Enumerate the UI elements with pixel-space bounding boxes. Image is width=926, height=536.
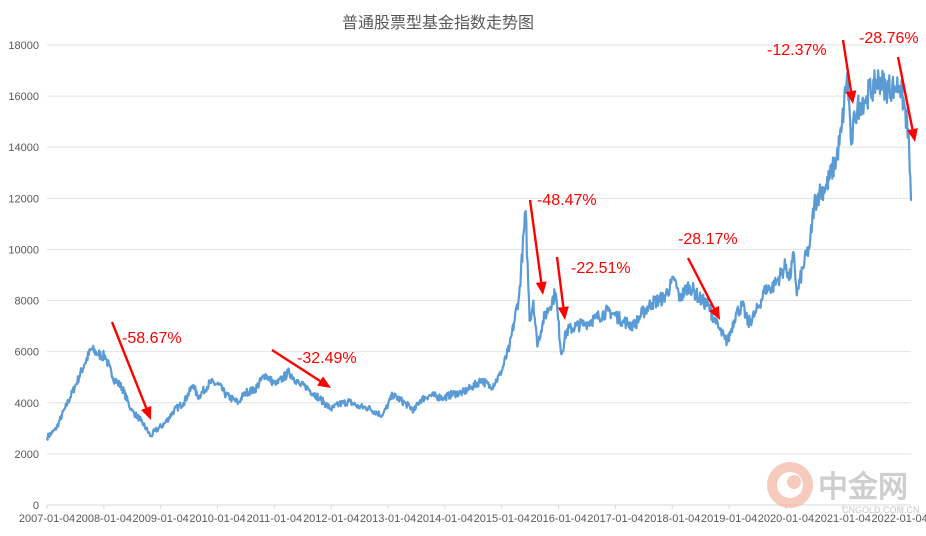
x-axis-ticks: 2007-01-04 2008-01-04 2009-01-04 2010-01-04… xyxy=(19,505,926,525)
x-tick-label: 2014-01-04 xyxy=(417,513,473,525)
watermark-brand: 中金网 xyxy=(818,470,908,505)
x-tick-label: 2007-01-04 xyxy=(19,513,75,525)
x-tick-label: 2013-01-04 xyxy=(360,513,416,525)
gridlines xyxy=(47,44,911,455)
drawdown-arrow-head xyxy=(535,281,547,295)
y-tick-label: 4000 xyxy=(15,398,39,410)
drawdown-label: -28.76% xyxy=(859,30,919,47)
drawdown-arrow-head xyxy=(317,376,331,388)
drawdown-arrow-head xyxy=(709,305,720,320)
y-tick-label: 8000 xyxy=(15,296,39,308)
watermark-url: CNGOLD.COM.CN xyxy=(842,505,920,515)
drawdown-arrows xyxy=(110,39,918,420)
drawdown-label: -58.67% xyxy=(122,330,182,347)
y-tick-label: 10000 xyxy=(8,244,39,256)
watermark-logo-dot xyxy=(787,475,801,489)
y-tick-label: 16000 xyxy=(8,91,39,103)
drawdown-arrow-shaft xyxy=(686,257,716,309)
drawdown-arrow-head xyxy=(557,306,569,320)
series-line xyxy=(45,69,913,441)
y-tick-label: 12000 xyxy=(8,193,39,205)
x-tick-label: 2010-01-04 xyxy=(189,513,245,525)
watermark-logo: 中金网 CNGOLD.COM.CN xyxy=(767,462,920,515)
x-tick-label: 2011-01-04 xyxy=(247,513,302,525)
y-tick-label: 14000 xyxy=(8,142,39,154)
drawdown-label: -32.49% xyxy=(297,350,357,367)
drawdown-arrow-shaft xyxy=(896,56,914,130)
y-tick-label: 0 xyxy=(33,500,39,512)
y-tick-label: 2000 xyxy=(15,449,39,461)
drawdown-label: -12.37% xyxy=(767,42,827,59)
x-tick-label: 2017-01-04 xyxy=(587,513,643,525)
x-tick-label: 2015-01-04 xyxy=(474,513,530,525)
chart-title: 普通股票型基金指数走势图 xyxy=(342,13,534,32)
y-tick-label: 18000 xyxy=(8,40,39,52)
y-tick-label: 6000 xyxy=(15,347,39,359)
x-tick-label: 2021-01-04 xyxy=(815,513,871,525)
drawdown-arrow-shaft xyxy=(271,348,321,382)
drawdown-arrow-shaft xyxy=(528,199,543,283)
x-tick-label: 2012-01-04 xyxy=(303,513,359,525)
drawdown-arrow-head xyxy=(141,405,152,420)
x-tick-label: 2009-01-04 xyxy=(133,513,189,525)
y-axis-ticks: 0 2000 4000 6000 8000 10000 12000 14000 16000 180… xyxy=(8,40,39,512)
x-tick-label: 2022-01-04 xyxy=(871,513,926,525)
x-tick-label: 2016-01-04 xyxy=(530,513,586,525)
x-tick-label: 2020-01-04 xyxy=(758,513,814,525)
drawdown-arrow-shaft xyxy=(110,321,148,409)
drawdown-arrow-head xyxy=(907,128,918,142)
drawdown-arrow-shaft xyxy=(841,39,853,92)
x-tick-label: 2008-01-04 xyxy=(76,513,132,525)
drawdown-arrow-shaft xyxy=(555,256,565,308)
drawdown-label: -28.17% xyxy=(678,231,738,248)
drawdown-labels: -58.67% -32.49% -48.47% -22.51% -28.17% -12.3… xyxy=(122,30,919,367)
x-tick-label: 2018-01-04 xyxy=(644,513,700,525)
drawdown-label: -48.47% xyxy=(537,192,597,209)
drawdown-label: -22.51% xyxy=(571,260,631,277)
drawdown-arrow-head xyxy=(845,90,857,104)
x-tick-label: 2019-01-04 xyxy=(701,513,757,525)
